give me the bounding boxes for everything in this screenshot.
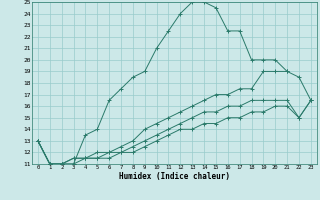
X-axis label: Humidex (Indice chaleur): Humidex (Indice chaleur): [119, 172, 230, 181]
